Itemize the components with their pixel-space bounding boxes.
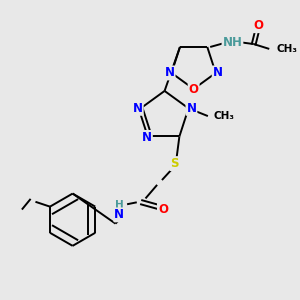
Text: N: N	[133, 102, 143, 115]
Text: CH₃: CH₃	[214, 111, 235, 121]
Text: N: N	[186, 102, 197, 115]
Text: O: O	[189, 82, 199, 95]
Text: S: S	[170, 157, 179, 170]
Text: N: N	[114, 208, 124, 221]
Text: H: H	[115, 200, 124, 210]
Text: O: O	[158, 202, 168, 216]
Text: O: O	[254, 19, 264, 32]
Text: N: N	[165, 67, 175, 80]
Text: CH₃: CH₃	[277, 44, 298, 54]
Text: NH: NH	[223, 36, 242, 49]
Text: N: N	[142, 131, 152, 144]
Text: N: N	[213, 67, 223, 80]
